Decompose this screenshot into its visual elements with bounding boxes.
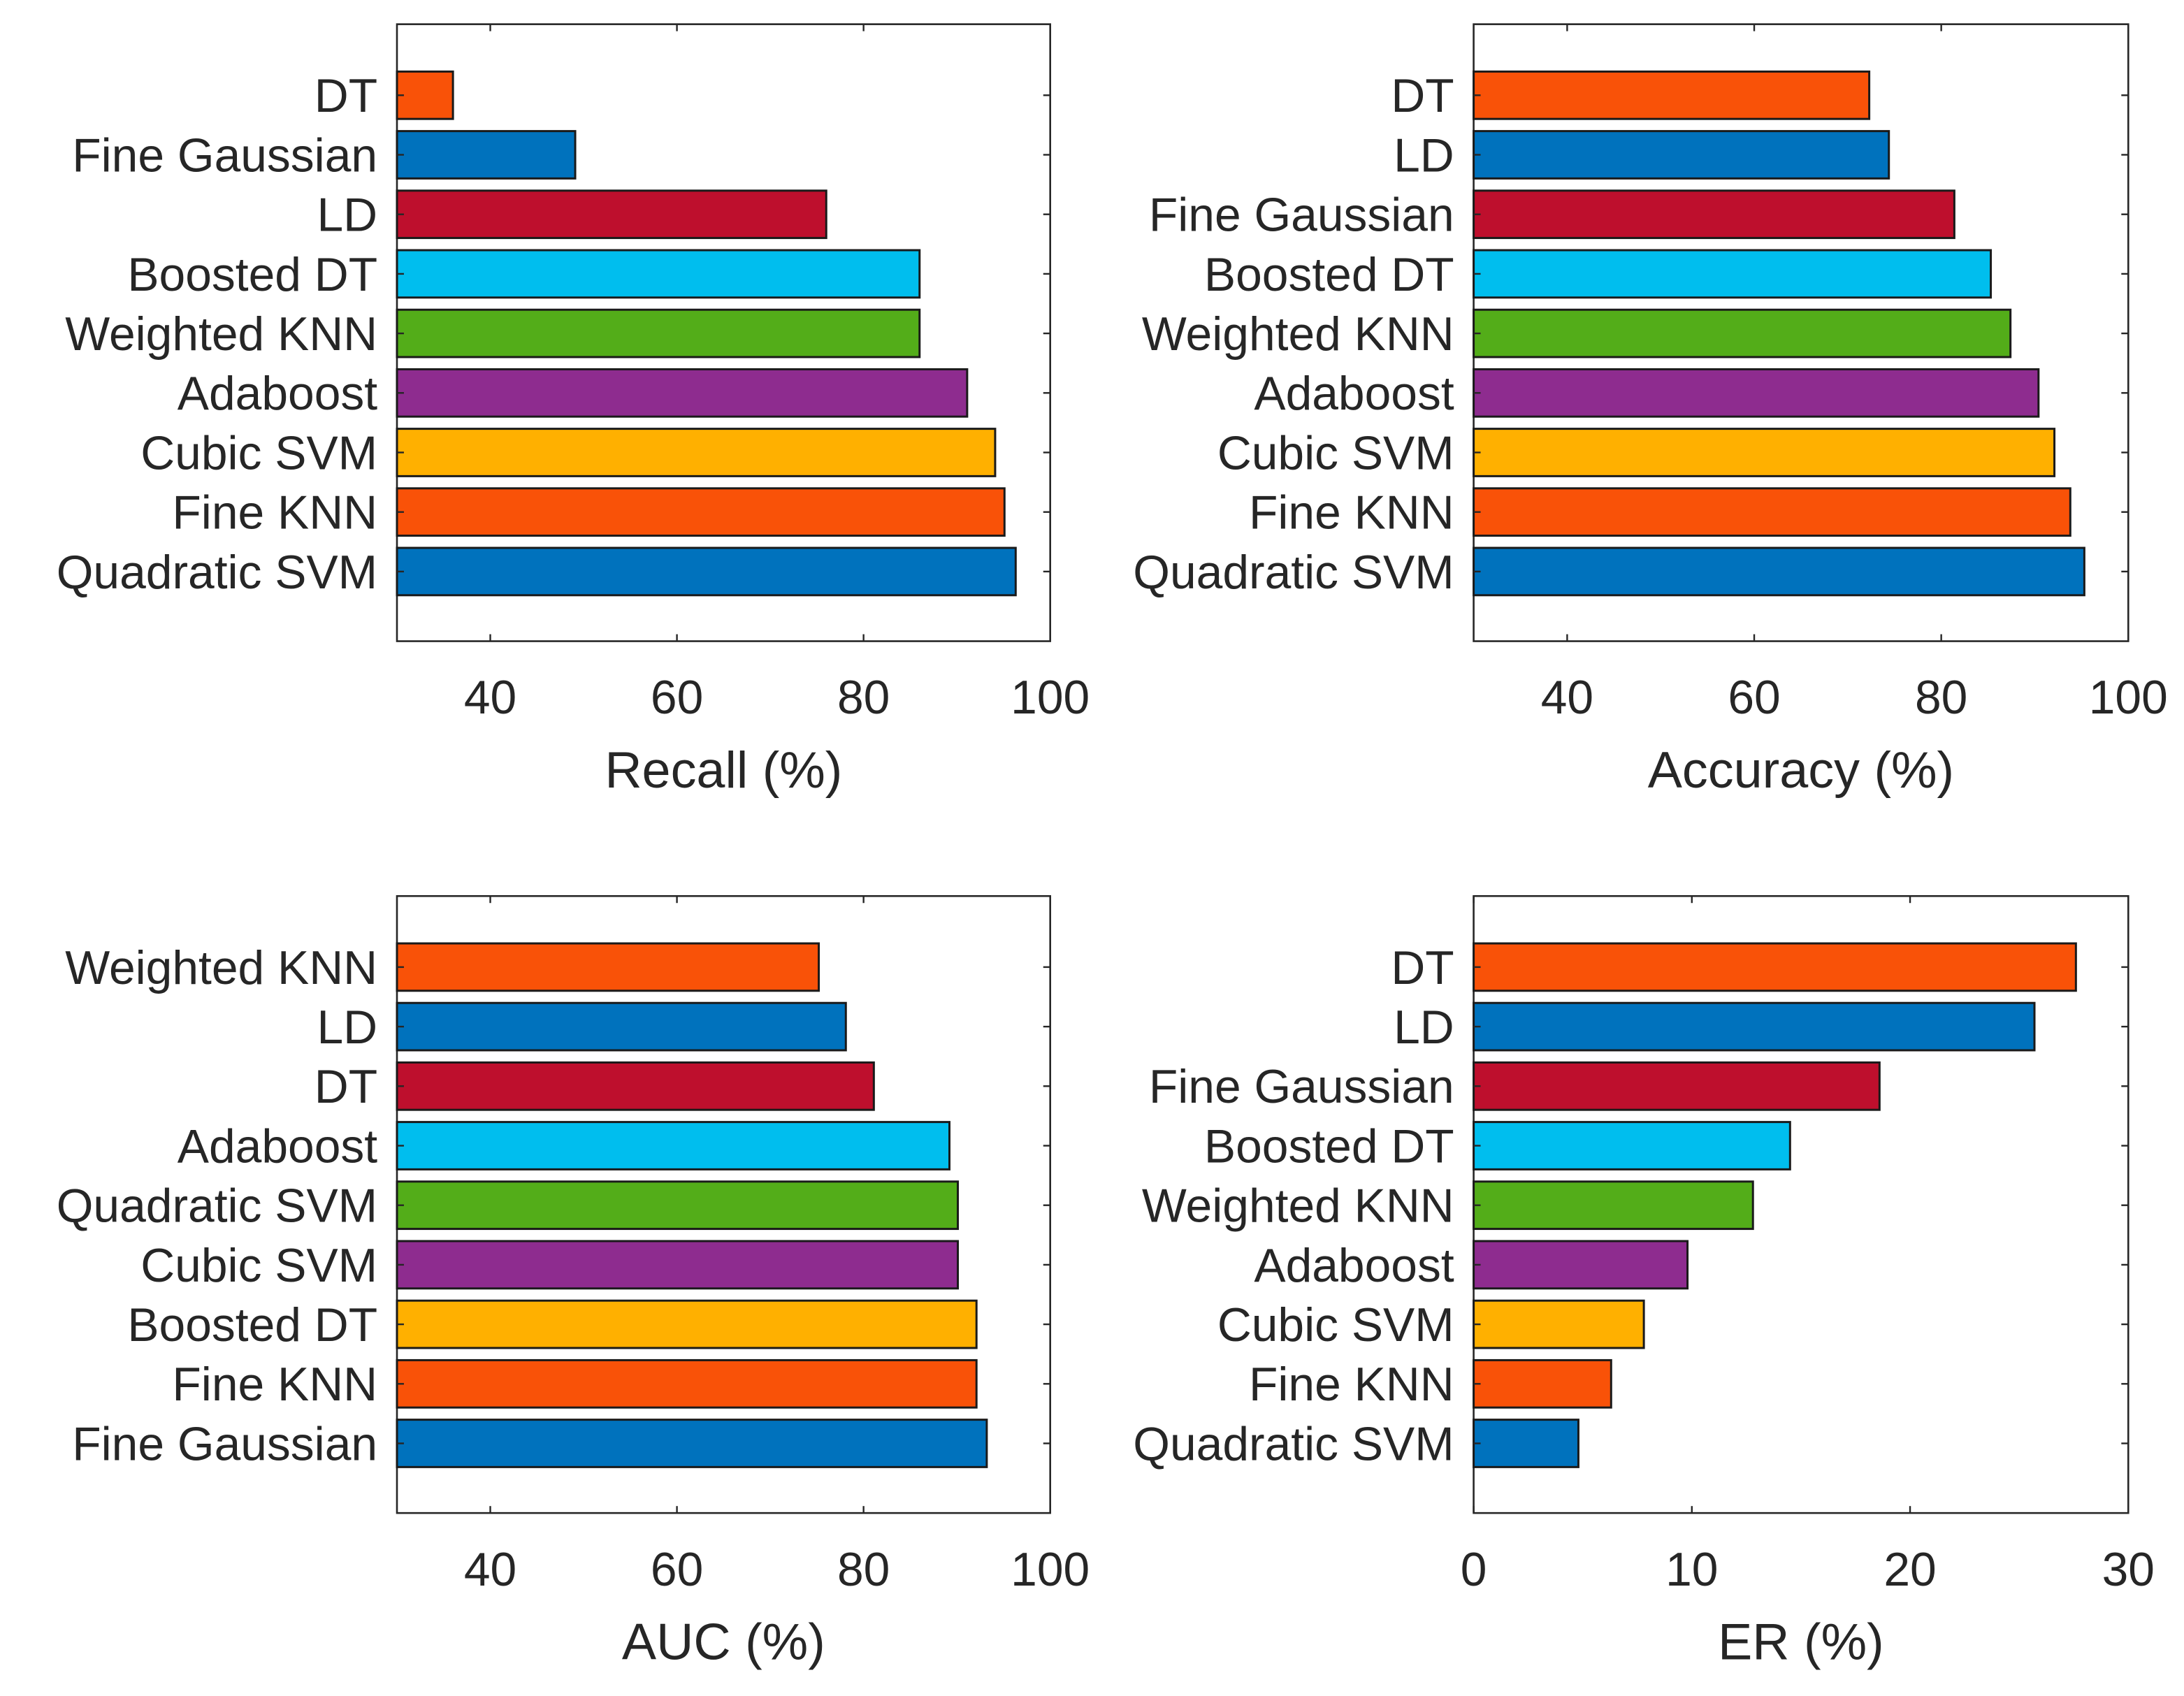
x-tick-label: 40 xyxy=(1541,672,1593,724)
y-tick-label: Fine Gaussian xyxy=(1149,189,1454,242)
x-tick-label: 20 xyxy=(1883,1544,1936,1596)
bar xyxy=(1473,487,2071,537)
y-tick-label: Adaboost xyxy=(178,368,377,420)
bar xyxy=(396,1061,875,1111)
y-tick-label: Quadratic SVM xyxy=(1133,546,1454,599)
chart-panel-3: Weighted KNN LD DT Adaboost Quadratic SVM Cub… xyxy=(57,894,1090,1670)
bar xyxy=(1473,308,2012,358)
x-axis-label: Recall (%) xyxy=(605,741,842,799)
x-tick-label: 10 xyxy=(1665,1544,1718,1596)
y-tick-label: Weighted KNN xyxy=(65,308,377,361)
y-tick-label: Cubic SVM xyxy=(1217,427,1454,479)
y-tick-label: Cubic SVM xyxy=(140,427,377,479)
y-tick-label: Cubic SVM xyxy=(1217,1299,1454,1351)
x-tick-label: 100 xyxy=(2089,672,2168,724)
bar xyxy=(1473,942,2077,992)
bar xyxy=(1473,1180,1754,1231)
y-tick-label: Weighted KNN xyxy=(65,942,377,994)
bar xyxy=(396,1299,978,1349)
y-tick-label: LD xyxy=(317,189,377,242)
bar xyxy=(396,70,454,120)
x-tick-label: 40 xyxy=(464,1544,516,1596)
y-tick-label: Fine KNN xyxy=(172,1358,377,1411)
bar xyxy=(396,368,969,418)
bar xyxy=(1473,189,1955,240)
y-tick-label: Cubic SVM xyxy=(140,1240,377,1292)
x-tick-label: 100 xyxy=(1011,1544,1090,1596)
bar xyxy=(1473,249,1993,299)
x-tick-label: 60 xyxy=(1728,672,1780,724)
y-tick-label: Adaboost xyxy=(178,1120,377,1173)
x-tick-label: 60 xyxy=(651,1544,703,1596)
y-tick-label: LD xyxy=(317,1001,377,1054)
chart-panel-2: DT LD Fine Gaussian Boosted DT Weighted KNN A… xyxy=(1133,23,2168,799)
y-tick-label: Weighted KNN xyxy=(1142,308,1454,361)
bar xyxy=(1473,368,2040,418)
bar xyxy=(396,189,827,240)
chart-panel-4: DT LD Fine Gaussian Boosted DT Weighted KNN A… xyxy=(1133,894,2155,1670)
x-axis-label: Accuracy (%) xyxy=(1648,741,1954,799)
bar xyxy=(396,130,577,180)
bar xyxy=(1473,70,1871,120)
bar xyxy=(396,546,1017,597)
y-tick-label: Fine KNN xyxy=(1249,487,1454,539)
bar xyxy=(1473,1358,1612,1409)
bar xyxy=(396,1419,988,1468)
y-tick-label: Fine KNN xyxy=(1249,1358,1454,1411)
y-tick-label: LD xyxy=(1394,1001,1454,1054)
bar xyxy=(396,1001,847,1052)
bar xyxy=(1473,130,1890,180)
y-tick-label: Adaboost xyxy=(1254,1240,1454,1292)
y-tick-label: DT xyxy=(1391,942,1454,994)
bar xyxy=(1473,1299,1645,1349)
y-tick-label: Fine Gaussian xyxy=(72,1418,377,1470)
y-tick-label: Quadratic SVM xyxy=(57,546,377,599)
bar xyxy=(396,1240,960,1290)
y-tick-label: DT xyxy=(1391,70,1454,122)
bar xyxy=(1473,1240,1689,1290)
x-tick-label: 30 xyxy=(2102,1544,2155,1596)
bar xyxy=(1473,546,2085,597)
x-tick-label: 80 xyxy=(837,672,890,724)
bar xyxy=(1473,428,2056,477)
x-axis-label: ER (%) xyxy=(1718,1612,1884,1670)
bar xyxy=(396,1121,950,1170)
y-tick-label: Fine KNN xyxy=(172,487,377,539)
bar xyxy=(396,1180,960,1231)
y-tick-label: Fine Gaussian xyxy=(72,129,377,182)
y-tick-label: Weighted KNN xyxy=(1142,1180,1454,1233)
y-tick-label: DT xyxy=(314,1061,377,1113)
y-tick-label: LD xyxy=(1394,129,1454,182)
bar xyxy=(396,308,921,358)
bar xyxy=(396,249,921,299)
y-tick-label: Boosted DT xyxy=(127,1299,377,1351)
x-tick-label: 80 xyxy=(1915,672,1967,724)
x-tick-label: 0 xyxy=(1461,1544,1487,1596)
bar xyxy=(396,428,997,477)
chart-panel-1: DT Fine Gaussian LD Boosted DT Weighted KNN A… xyxy=(57,23,1090,799)
bar xyxy=(1473,1061,1881,1111)
y-tick-label: DT xyxy=(314,70,377,122)
bar xyxy=(396,1358,978,1409)
bar xyxy=(1473,1121,1791,1170)
x-axis-label: AUC (%) xyxy=(622,1612,825,1670)
y-tick-label: Boosted DT xyxy=(1204,249,1454,301)
y-tick-label: Boosted DT xyxy=(1204,1120,1454,1173)
x-tick-label: 80 xyxy=(837,1544,890,1596)
bar xyxy=(1473,1419,1579,1468)
bar xyxy=(396,487,1006,537)
x-tick-label: 100 xyxy=(1011,672,1090,724)
y-tick-label: Quadratic SVM xyxy=(1133,1418,1454,1470)
y-tick-label: Adaboost xyxy=(1254,368,1454,420)
x-tick-label: 40 xyxy=(464,672,516,724)
y-tick-label: Quadratic SVM xyxy=(57,1180,377,1233)
y-tick-label: Boosted DT xyxy=(127,249,377,301)
y-tick-label: Fine Gaussian xyxy=(1149,1061,1454,1113)
bar xyxy=(396,942,820,992)
bar xyxy=(1473,1001,2036,1052)
x-tick-label: 60 xyxy=(651,672,703,724)
